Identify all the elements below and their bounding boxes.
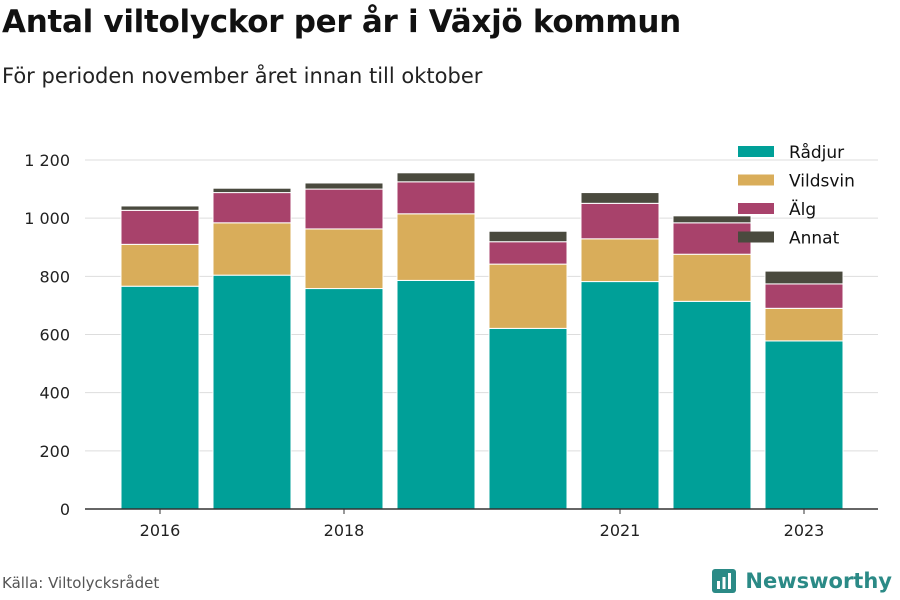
legend-label: Vildsvin — [789, 172, 855, 192]
bar-segment — [488, 241, 568, 265]
y-tick-label: 600 — [39, 326, 70, 345]
bar-segment — [304, 182, 384, 190]
x-tick-label: 2021 — [600, 521, 641, 540]
bar-segment — [212, 187, 292, 194]
legend-label: Annat — [789, 229, 840, 249]
bar-segment — [580, 238, 660, 283]
legend-swatch — [738, 203, 774, 214]
legend-label: Rådjur — [789, 142, 844, 163]
bar-segment — [672, 253, 752, 302]
chart-subtitle: För perioden november året innan till ok… — [2, 64, 483, 88]
y-tick-label: 0 — [60, 500, 70, 519]
bar-segment — [764, 340, 844, 510]
newsworthy-logo-icon — [712, 569, 737, 593]
bar-segment — [488, 327, 568, 510]
legend-label: Älg — [789, 199, 816, 220]
bar-segment — [764, 283, 844, 309]
legend-swatch — [738, 146, 774, 157]
bar-segment — [212, 274, 292, 510]
bar-segment — [488, 230, 568, 243]
bar-segment — [580, 202, 660, 240]
bar-segment — [120, 209, 200, 245]
bar-segment — [212, 222, 292, 276]
bar-segment — [764, 270, 844, 285]
bar-segment — [580, 281, 660, 510]
brand-name: Newsworthy — [745, 569, 892, 593]
chart-title: Antal viltolyckor per år i Växjö kommun — [2, 4, 681, 40]
bar-segment — [120, 205, 200, 211]
bar-segment — [120, 243, 200, 287]
y-tick-label: 1 200 — [24, 151, 70, 170]
x-tick-label: 2016 — [140, 521, 181, 540]
bar-segment — [212, 192, 292, 224]
brand-logo[interactable]: Newsworthy — [711, 568, 892, 594]
y-tick-label: 400 — [39, 384, 70, 403]
bar-segment — [304, 288, 384, 510]
bar-segment — [396, 279, 476, 510]
bar-segment — [580, 192, 660, 204]
bar-segment — [304, 228, 384, 290]
x-tick-label: 2018 — [324, 521, 365, 540]
legend-swatch — [738, 174, 774, 186]
legend-swatch — [738, 231, 774, 243]
y-tick-label: 800 — [39, 267, 70, 286]
bar-segment — [764, 307, 844, 342]
x-tick-label: 2023 — [784, 521, 825, 540]
bar-segment — [672, 300, 752, 510]
bar-segment — [396, 172, 476, 183]
bar-segment — [672, 215, 752, 224]
bar-segment — [304, 188, 384, 230]
bar-segment — [396, 213, 476, 281]
source-note: Källa: Viltolycksrådet — [2, 574, 160, 592]
y-tick-label: 1 000 — [24, 209, 70, 228]
bar-segment — [488, 263, 568, 329]
bar-segment — [396, 181, 476, 215]
y-tick-label: 200 — [39, 442, 70, 461]
bar-segment — [120, 285, 200, 510]
